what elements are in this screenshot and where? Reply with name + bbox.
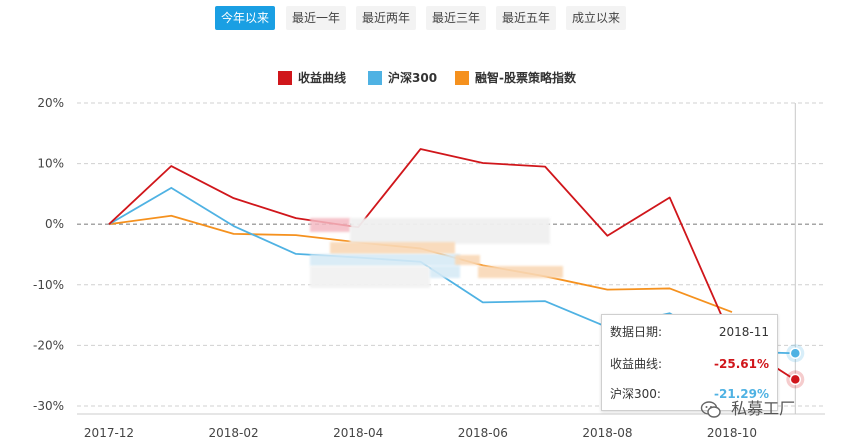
data-tooltip: 数据日期: 2018-11 收益曲线: -25.61% 沪深300: -21.2… <box>601 314 778 411</box>
legend-swatch-return-curve <box>278 71 292 85</box>
x-tick-label: 2018-04 <box>333 426 383 440</box>
tooltip-csi300-row: 沪深300: -21.29% <box>610 385 769 403</box>
legend-swatch-csi300 <box>368 71 382 85</box>
redaction-block <box>330 242 455 254</box>
legend-label-return-curve: 收益曲线 <box>298 71 347 85</box>
hover-markers <box>786 344 805 389</box>
legend-label-strategy-index: 融智-股票策略指数 <box>475 71 576 85</box>
y-tick-label: -10% <box>33 278 64 292</box>
watermark: 私募工厂 <box>700 396 795 422</box>
y-axis-labels: 20% 10% 0% -10% -20% -30% <box>33 96 64 413</box>
x-tick-label: 2018-02 <box>209 426 259 440</box>
marker-csi300 <box>789 347 802 359</box>
tab-ytd[interactable]: 今年以来 <box>215 6 275 30</box>
x-tick-label: 2018-08 <box>582 426 632 440</box>
y-tick-label: -20% <box>33 338 64 352</box>
x-tick-label: 2018-06 <box>458 426 508 440</box>
tooltip-return-value: -25.61% <box>714 357 769 371</box>
redaction-block <box>478 266 563 278</box>
y-tick-label: 0% <box>45 217 64 231</box>
chart-legend: 收益曲线 沪深300 融智-股票策略指数 <box>0 68 845 88</box>
redacted-overlay <box>310 218 563 288</box>
tooltip-return-label: 收益曲线: <box>610 357 663 371</box>
legend-label-csi300: 沪深300 <box>388 71 438 85</box>
tooltip-csi300-value: -21.29% <box>714 387 769 401</box>
tab-1-year[interactable]: 最近一年 <box>286 6 346 30</box>
redaction-block <box>310 254 460 266</box>
series-line-return-curve <box>108 148 795 381</box>
redaction-block <box>350 218 550 244</box>
redaction-block <box>310 266 430 288</box>
y-tick-label: -30% <box>33 399 64 413</box>
legend-item-csi300[interactable]: 沪深300 <box>368 68 448 88</box>
legend-item-return-curve[interactable]: 收益曲线 <box>278 68 358 88</box>
tooltip-return-row: 收益曲线: -25.61% <box>610 355 769 373</box>
wechat-icon <box>700 400 721 418</box>
marker-return-curve <box>789 373 802 386</box>
redaction-block <box>310 218 350 232</box>
x-tick-label: 2017-12 <box>84 426 134 440</box>
legend-swatch-strategy-index <box>455 71 469 85</box>
legend-item-strategy-index[interactable]: 融智-股票策略指数 <box>455 68 595 88</box>
tooltip-csi300-label: 沪深300: <box>610 387 661 401</box>
tab-3-years[interactable]: 最近三年 <box>426 6 486 30</box>
tooltip-date-value: 2018-11 <box>718 325 769 339</box>
x-tick-label: 2018-10 <box>707 426 757 440</box>
tooltip-date-label: 数据日期: <box>610 325 663 339</box>
tab-since-inception[interactable]: 成立以来 <box>566 6 626 30</box>
tab-5-years[interactable]: 最近五年 <box>496 6 556 30</box>
tab-2-years[interactable]: 最近两年 <box>356 6 416 30</box>
redaction-block <box>455 255 480 265</box>
y-tick-label: 10% <box>37 157 64 171</box>
watermark-text: 私募工厂 <box>731 399 796 418</box>
y-tick-label: 20% <box>37 96 64 110</box>
tooltip-date-row: 数据日期: 2018-11 <box>610 323 769 341</box>
redaction-block <box>430 266 460 278</box>
x-axis: 2017-12 2018-02 2018-04 2018-06 2018-08 2018-… <box>77 413 825 440</box>
